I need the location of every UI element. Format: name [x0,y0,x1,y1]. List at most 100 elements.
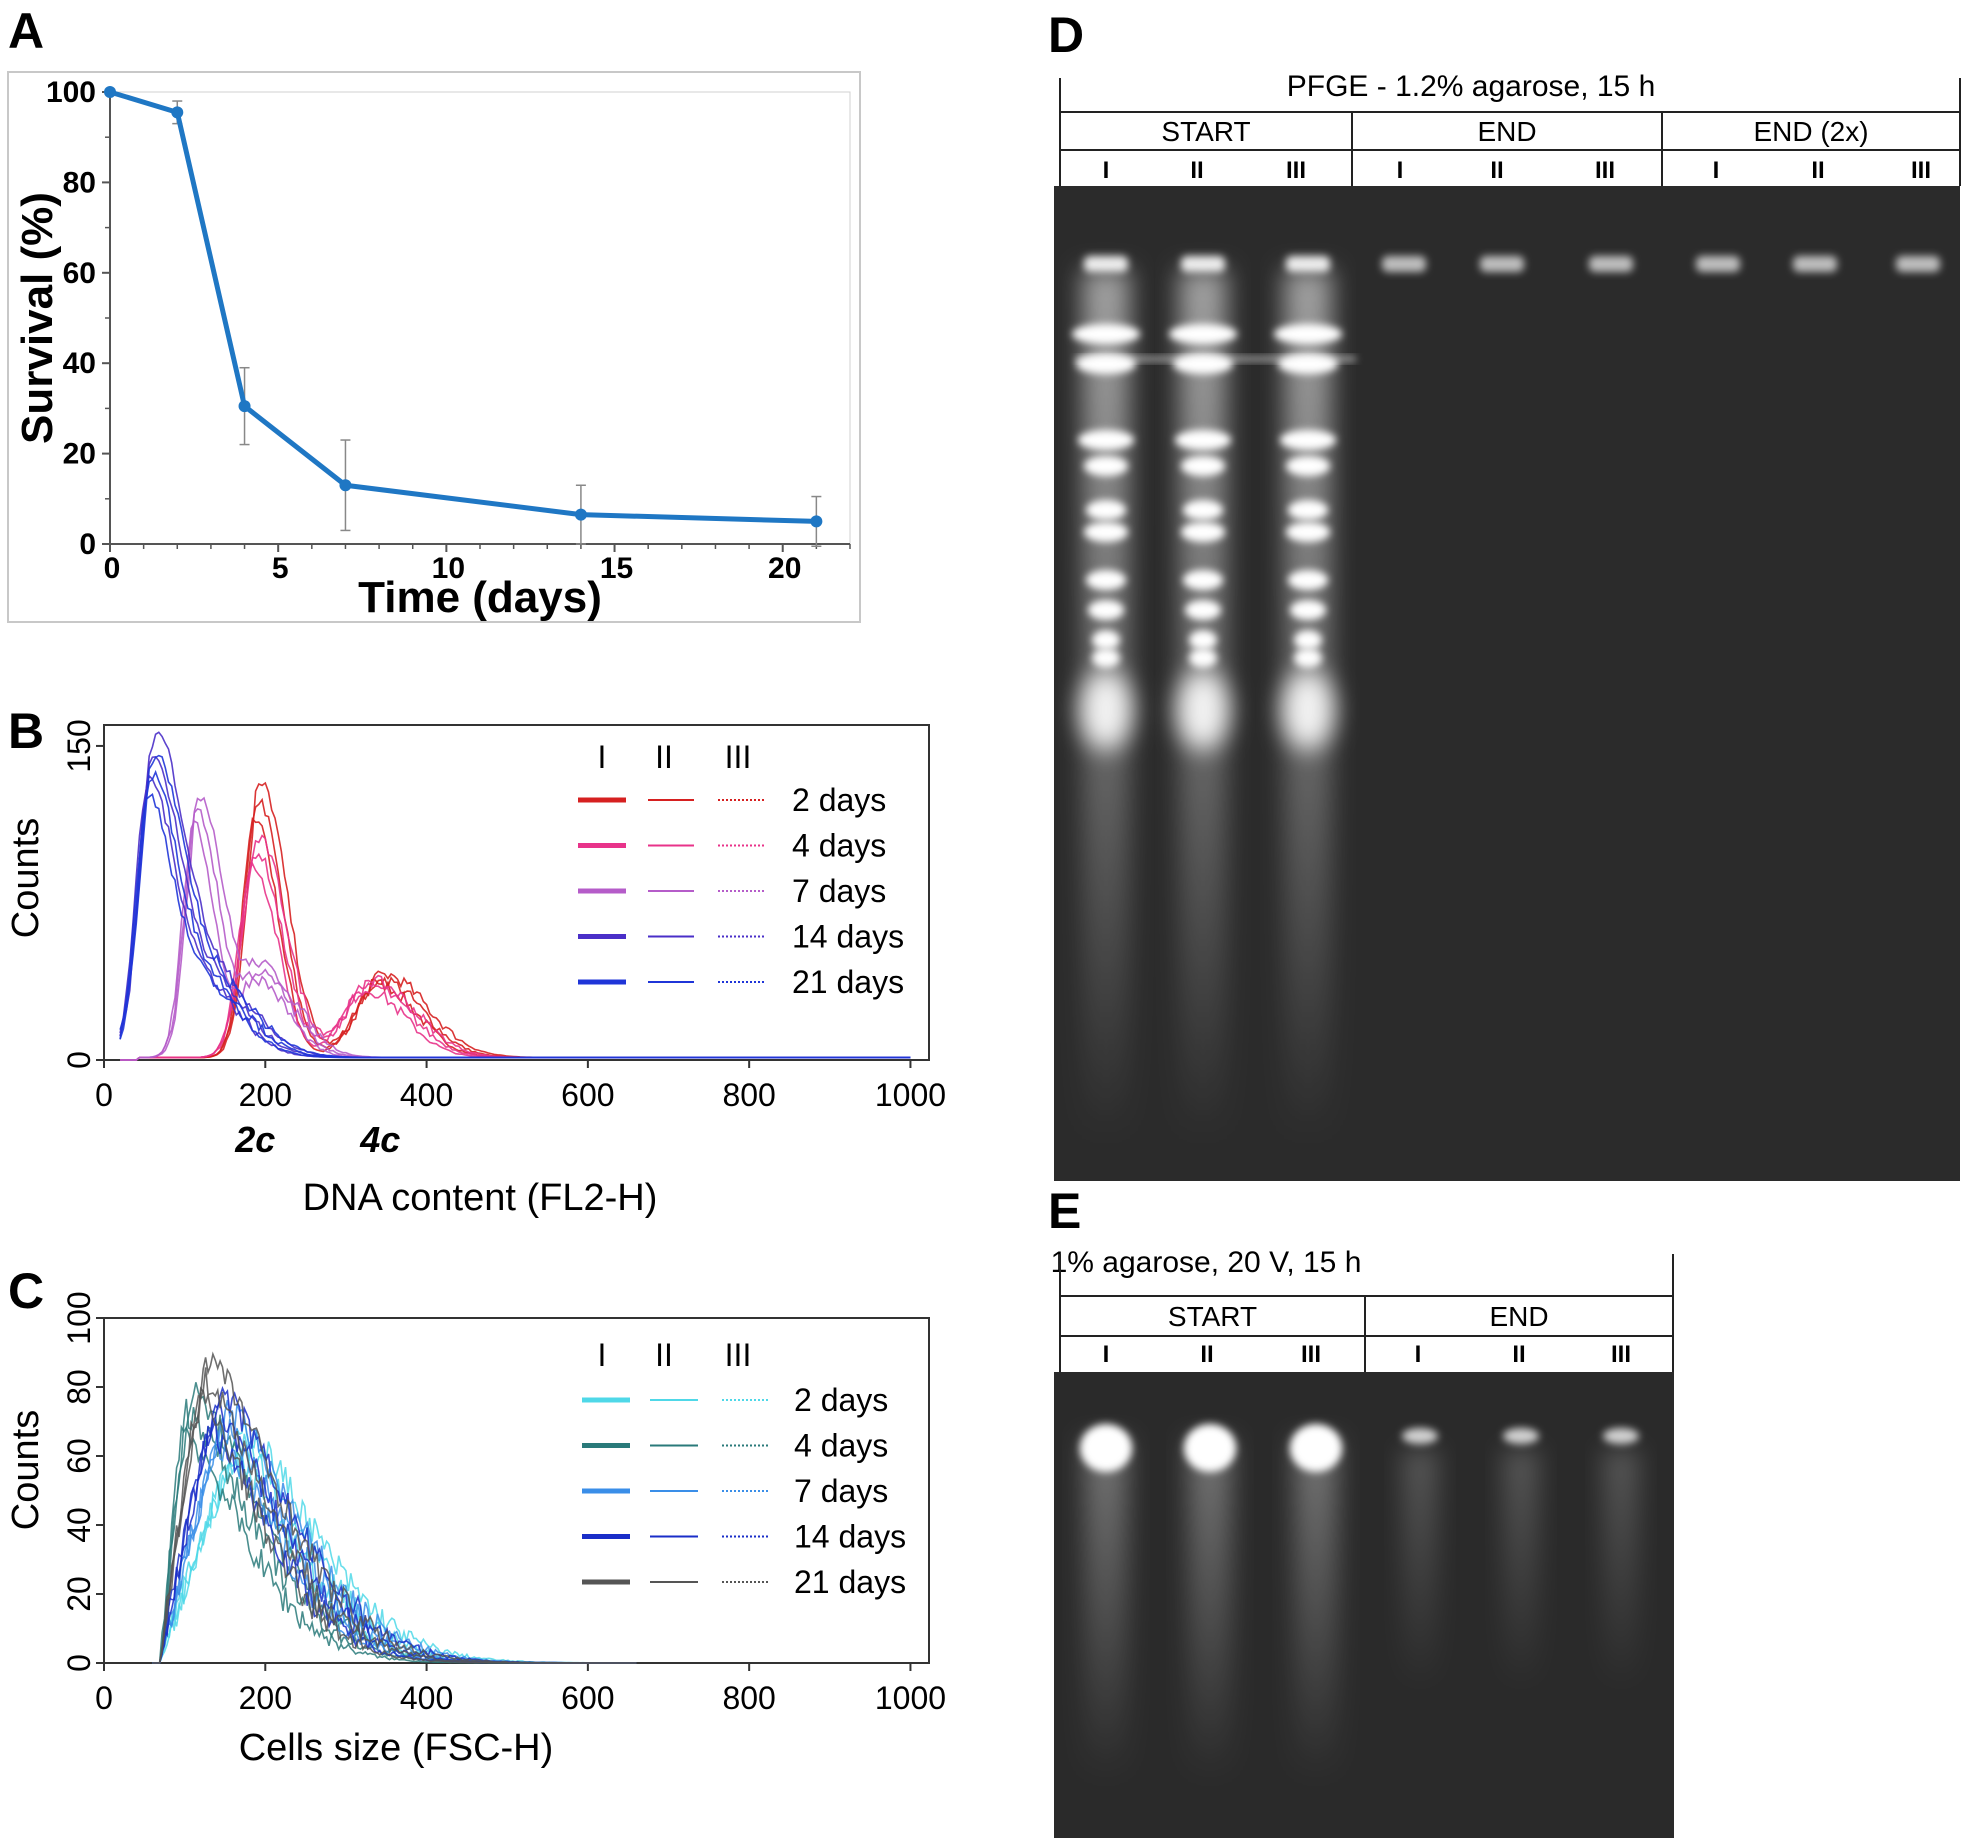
panel-label-b: B [8,703,44,759]
dna-content-annotations: 2c 4c [234,1119,400,1160]
histogram-line-4-days [152,1424,637,1664]
x-tick-label: 800 [722,1077,775,1113]
legend-column-header: II [655,739,673,775]
survival-point [574,508,587,521]
x-tick-label: 600 [561,1680,614,1716]
y-tick-label: 60 [61,1438,97,1474]
dna-band [1183,570,1223,590]
dna-band [1290,1424,1342,1472]
dna-band [1092,648,1120,668]
dna-band [1286,456,1330,476]
x-tick-label: 200 [239,1077,292,1113]
dna-band [1288,500,1328,520]
x-tick-label: 0 [95,1077,113,1113]
dna-band-diffuse [1282,670,1334,750]
y-tick-label: 40 [63,347,96,380]
dna-band [1078,430,1134,450]
group-label: END [1477,116,1536,147]
dna-band [1294,648,1322,668]
dna-band [1086,500,1126,520]
histogram-line-14-days [119,774,911,1059]
well-band [1696,256,1740,272]
legend-column-header: II [655,1337,673,1373]
lane-label: I [1415,1341,1422,1368]
well-band [1896,256,1940,272]
y-tick-label: 150 [61,719,97,772]
survival-line [109,89,817,524]
lane-label: III [1286,157,1306,184]
histogram-line-21-days [119,754,911,1059]
legend-label: 7 days [794,1473,888,1509]
legend-label: 7 days [792,873,886,909]
x-tick-label: 0 [95,1680,113,1716]
dna-band-diffuse [1177,670,1229,750]
x-tick-label: 400 [400,1680,453,1716]
legend-label: 21 days [792,964,904,1000]
histogram-line-2-days [152,1418,637,1664]
dna-band [1175,430,1231,450]
histogram-line-21-days [152,1351,637,1664]
dna-band [1402,1428,1438,1444]
x-tick-label: 200 [239,1680,292,1716]
legend-label: 14 days [792,919,904,955]
dna-band [1503,1428,1539,1444]
x-tick-label: 1000 [875,1077,946,1113]
y-tick-label: 80 [63,166,96,199]
survival-point [810,515,823,528]
dna-content-series [119,731,911,1061]
dna-content-y-label: Counts [5,818,47,938]
lane-smear [1402,1450,1438,1690]
legend-label: 2 days [794,1382,888,1418]
dna-band [1080,1424,1132,1472]
well-band [1286,256,1330,272]
dna-band [1189,630,1217,650]
y-tick-label: 100 [61,1291,97,1344]
lane-label: I [1103,157,1110,184]
survival-plot-area [109,91,851,545]
survival-point [171,106,184,119]
dna-band [1286,522,1330,542]
dna-content-plot-area [103,724,930,1061]
dna-band [1290,600,1326,620]
dna-band [1181,456,1225,476]
group-label: END [1489,1301,1548,1332]
cell-size-x-label: Cells size (FSC-H) [239,1727,554,1769]
dna-band [1169,324,1237,344]
lane-label: III [1301,1341,1321,1368]
dna-content-x-label: DNA content (FL2-H) [303,1177,658,1219]
dna-band [1092,630,1120,650]
y-tick-label: 100 [46,76,96,109]
survival-ticks: 0 5 10 15 20 0 20 40 60 80 100 [46,76,851,585]
dna-band [1189,648,1217,668]
survival-chart: 0 5 10 15 20 0 20 40 60 80 100 Time (days) Surviva… [7,71,861,623]
panel-label-d: D [1048,7,1084,63]
dna-band [1274,324,1342,344]
annotation-2c: 2c [234,1119,275,1160]
legend-column-header: I [598,1337,607,1373]
lane-smear [1294,1440,1338,1780]
survival-x-label: Time (days) [358,573,602,622]
y-tick-label: 40 [61,1507,97,1543]
pfge-gel-bands [1072,256,1940,1140]
lane-label: I [1397,157,1404,184]
histogram-line-7-days [152,1418,637,1664]
legend-label: 21 days [794,1564,906,1600]
survival-series [104,86,823,548]
dna-band [1084,456,1128,476]
lane-label: I [1103,1341,1110,1368]
lane-label: II [1512,1341,1525,1368]
dna-band [1185,600,1221,620]
cell-size-series [152,1351,637,1664]
dna-band-diffuse [1080,670,1132,750]
x-tick-label: 20 [768,552,801,585]
group-label: START [1168,1301,1257,1332]
y-tick-label: 20 [61,1576,97,1612]
lane-label: II [1200,1341,1213,1368]
x-tick-label: 400 [400,1077,453,1113]
dna-band [1603,1428,1639,1444]
legend-column-header: III [725,739,752,775]
